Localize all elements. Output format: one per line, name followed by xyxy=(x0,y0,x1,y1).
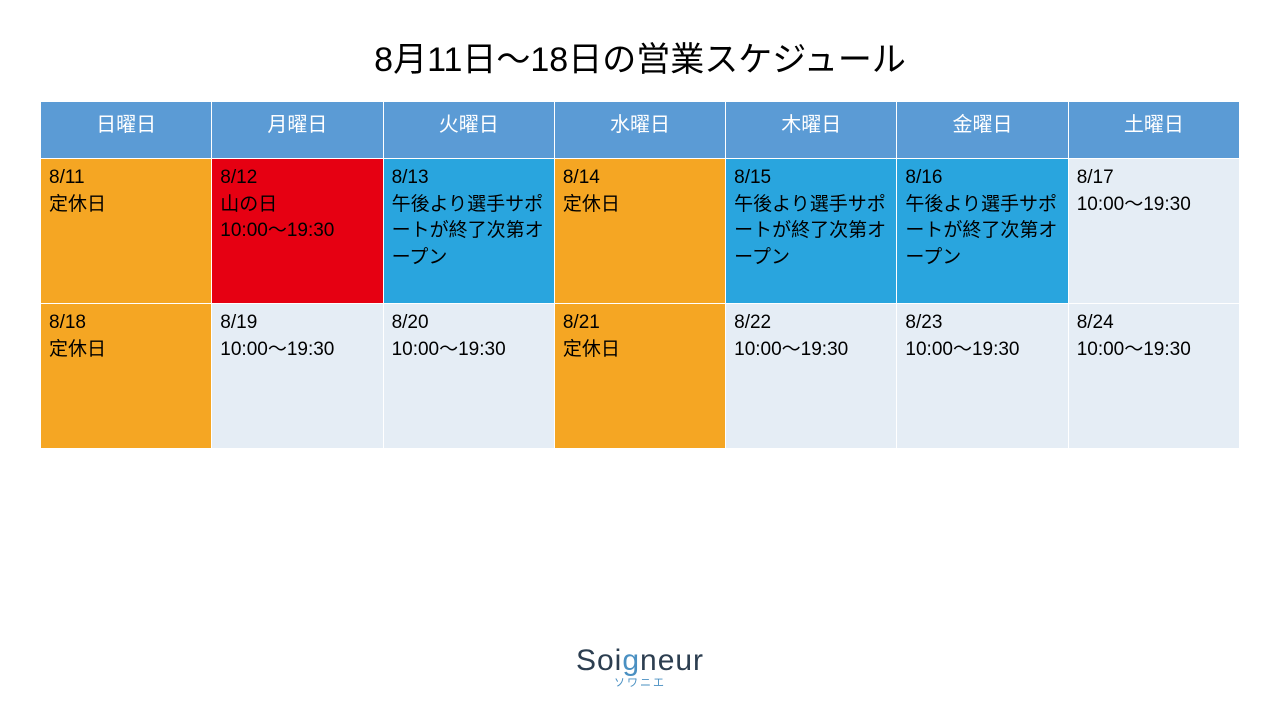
logo-main: Soigneur xyxy=(576,644,704,678)
cell-date: 8/23 xyxy=(905,310,1059,337)
cell-date: 8/17 xyxy=(1077,165,1231,192)
cell-text: 午後より選手サポートが終了次第オープン xyxy=(905,192,1059,272)
cell-date: 8/16 xyxy=(905,165,1059,192)
cell-text: 定休日 xyxy=(49,337,203,364)
schedule-cell: 8/1910:00～19:30 xyxy=(212,304,383,449)
schedule-table: 日曜日 月曜日 火曜日 水曜日 木曜日 金曜日 土曜日 8/11定休日8/12山… xyxy=(40,101,1240,449)
cell-text: 午後より選手サポートが終了次第オープン xyxy=(734,192,888,272)
schedule-body: 8/11定休日8/12山の日10:00～19:308/13午後より選手サポートが… xyxy=(41,159,1240,449)
header-fri: 金曜日 xyxy=(897,102,1068,159)
cell-text: 10:00～19:30 xyxy=(1077,192,1231,219)
page-title: 8月11日～18日の営業スケジュール xyxy=(0,0,1280,101)
header-sun: 日曜日 xyxy=(41,102,212,159)
cell-text: 10:00～19:30 xyxy=(392,337,546,364)
cell-text: 山の日 xyxy=(220,192,374,219)
cell-text: 10:00～19:30 xyxy=(1077,337,1231,364)
schedule-cell: 8/2210:00～19:30 xyxy=(726,304,897,449)
schedule-cell: 8/1710:00～19:30 xyxy=(1068,159,1239,304)
logo: Soigneur ソワニエ xyxy=(576,644,704,690)
header-tue: 火曜日 xyxy=(383,102,554,159)
cell-date: 8/12 xyxy=(220,165,374,192)
header-thu: 木曜日 xyxy=(726,102,897,159)
cell-text: 10:00～19:30 xyxy=(734,337,888,364)
header-mon: 月曜日 xyxy=(212,102,383,159)
cell-date: 8/11 xyxy=(49,165,203,192)
header-row: 日曜日 月曜日 火曜日 水曜日 木曜日 金曜日 土曜日 xyxy=(41,102,1240,159)
cell-date: 8/19 xyxy=(220,310,374,337)
cell-date: 8/20 xyxy=(392,310,546,337)
schedule-cell: 8/21定休日 xyxy=(554,304,725,449)
schedule-cell: 8/15午後より選手サポートが終了次第オープン xyxy=(726,159,897,304)
cell-text: 10:00～19:30 xyxy=(220,218,374,245)
schedule-cell: 8/2310:00～19:30 xyxy=(897,304,1068,449)
cell-date: 8/21 xyxy=(563,310,717,337)
schedule-cell: 8/13午後より選手サポートが終了次第オープン xyxy=(383,159,554,304)
schedule-cell: 8/14定休日 xyxy=(554,159,725,304)
schedule-cell: 8/11定休日 xyxy=(41,159,212,304)
cell-text: 定休日 xyxy=(563,192,717,219)
cell-text: 定休日 xyxy=(563,337,717,364)
cell-date: 8/24 xyxy=(1077,310,1231,337)
cell-date: 8/18 xyxy=(49,310,203,337)
cell-date: 8/15 xyxy=(734,165,888,192)
cell-date: 8/13 xyxy=(392,165,546,192)
schedule-cell: 8/2410:00～19:30 xyxy=(1068,304,1239,449)
schedule-cell: 8/16午後より選手サポートが終了次第オープン xyxy=(897,159,1068,304)
table-row: 8/11定休日8/12山の日10:00～19:308/13午後より選手サポートが… xyxy=(41,159,1240,304)
cell-text: 定休日 xyxy=(49,192,203,219)
table-row: 8/18定休日8/1910:00～19:308/2010:00～19:308/2… xyxy=(41,304,1240,449)
schedule-cell: 8/18定休日 xyxy=(41,304,212,449)
cell-date: 8/22 xyxy=(734,310,888,337)
header-wed: 水曜日 xyxy=(554,102,725,159)
header-sat: 土曜日 xyxy=(1068,102,1239,159)
schedule-cell: 8/2010:00～19:30 xyxy=(383,304,554,449)
cell-text: 10:00～19:30 xyxy=(905,337,1059,364)
cell-date: 8/14 xyxy=(563,165,717,192)
cell-text: 午後より選手サポートが終了次第オープン xyxy=(392,192,546,272)
cell-text: 10:00～19:30 xyxy=(220,337,374,364)
schedule-cell: 8/12山の日10:00～19:30 xyxy=(212,159,383,304)
